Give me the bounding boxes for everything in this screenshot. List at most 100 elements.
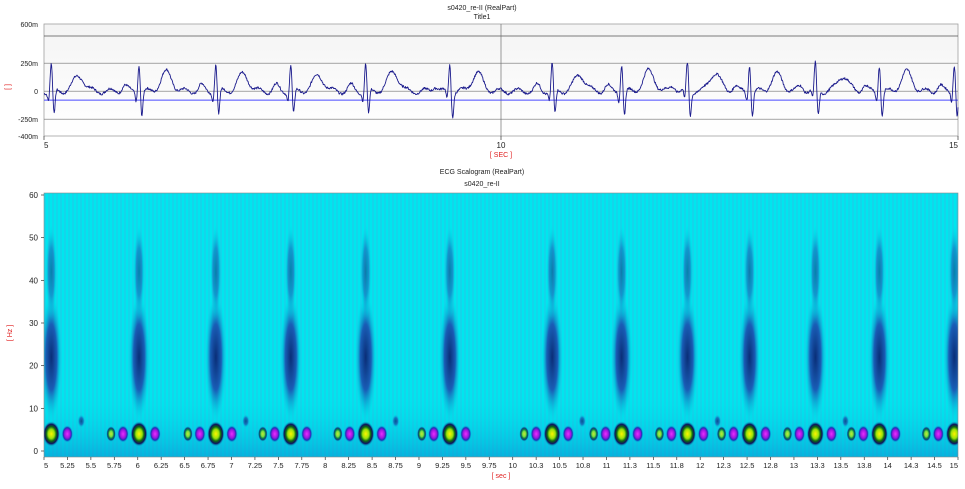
scalogram-hot-spot: [193, 424, 206, 443]
bottom-y-tick-label: 60: [29, 191, 38, 200]
top-x-axis: 5 10 15: [43, 136, 959, 150]
bottom-x-tick-label: 5.25: [60, 461, 75, 470]
bottom-x-tick-label: 15: [950, 461, 958, 470]
scalogram-heatmap: [18, 193, 958, 457]
top-x-tick-label: 5: [44, 141, 49, 150]
scalogram-hot-spot: [945, 420, 958, 447]
scalogram-hot-spot: [416, 425, 427, 442]
bottom-x-tick-label: 10: [509, 461, 517, 470]
scalogram-hot-spot: [599, 424, 612, 443]
scalogram-column: [809, 223, 822, 320]
bottom-x-tick-label: 11.5: [646, 461, 660, 470]
bottom-x-tick-label: 12.3: [716, 461, 731, 470]
scalogram-hot-spot: [149, 424, 162, 443]
scalogram-column: [209, 223, 222, 320]
bottom-x-tick-label: 5.5: [86, 461, 96, 470]
scalogram-hot-spot: [300, 424, 313, 443]
scalogram-column: [204, 291, 227, 424]
scalogram-hot-spot: [356, 420, 375, 447]
scalogram-column: [284, 223, 297, 320]
bottom-x-tick-label: 6.25: [154, 461, 169, 470]
bottom-x-tick-label: 12: [696, 461, 704, 470]
scalogram-hot-spot: [130, 420, 149, 447]
scalogram-hot-spot: [889, 424, 902, 443]
top-y-axis: 600m 250m 0 -250m -400m: [18, 22, 38, 141]
scalogram-hot-spot: [241, 414, 250, 429]
scalogram-column: [873, 223, 886, 320]
bottom-x-tick-label: 6.75: [201, 461, 216, 470]
scalogram-hot-spot: [825, 424, 838, 443]
scalogram-hot-spot: [117, 424, 130, 443]
scalogram-column: [438, 291, 461, 424]
bottom-y-tick-label: 50: [29, 234, 38, 243]
scalogram-column: [804, 291, 827, 424]
bottom-x-tick-label: 12.5: [740, 461, 755, 470]
scalogram-hot-spot: [716, 425, 727, 442]
bottom-x-tick-label: 6.5: [179, 461, 189, 470]
scalogram-hot-spot: [391, 414, 400, 429]
scalogram-hot-spot: [697, 424, 710, 443]
bottom-x-tick-label: 14.5: [927, 461, 942, 470]
top-x-unit-label: [ SEC ]: [490, 152, 512, 159]
bottom-x-tick-label: 5: [44, 461, 48, 470]
bottom-y-tick-label: 0: [34, 447, 39, 456]
scalogram-column: [743, 223, 756, 320]
bottom-y-tick-label: 40: [29, 276, 38, 285]
bottom-x-tick-label: 10.8: [576, 461, 591, 470]
scalogram-hot-spot: [841, 414, 850, 429]
scalogram-column: [128, 291, 151, 424]
bottom-x-tick-label: 13.8: [857, 461, 872, 470]
scalogram-column: [738, 291, 761, 424]
scalogram-hot-spot: [268, 424, 281, 443]
scalogram-hot-spot: [18, 426, 28, 442]
top-x-tick-label: 15: [949, 141, 958, 150]
top-chart-title: s0420_re-II (RealPart): [447, 5, 516, 12]
scalogram-hot-spot: [806, 420, 825, 447]
scalogram-column: [359, 223, 372, 320]
bottom-x-tick-label: 14.3: [904, 461, 919, 470]
scalogram-hot-spot: [375, 424, 388, 443]
bottom-x-tick-label: 10.5: [552, 461, 567, 470]
bottom-y-tick-label: 10: [29, 404, 38, 413]
scalogram-hot-spot: [530, 424, 543, 443]
scalogram-column: [610, 291, 633, 424]
bottom-x-tick-label: 7: [229, 461, 233, 470]
scalogram-hot-spot: [578, 414, 587, 429]
bottom-y-tick-label: 20: [29, 362, 38, 371]
scalogram-hot-spot: [921, 425, 932, 442]
scalogram-hot-spot: [77, 414, 86, 429]
scalogram-hot-spot: [727, 424, 740, 443]
scalogram-column: [943, 291, 958, 424]
ecg-signal-line: [43, 60, 959, 119]
bottom-x-tick-label: 9.5: [461, 461, 471, 470]
scalogram-hot-spot: [543, 420, 562, 447]
scalogram-column: [541, 291, 564, 424]
scalogram-column: [948, 223, 958, 320]
scalogram-hot-spot: [631, 424, 644, 443]
bottom-x-tick-label: 7.25: [248, 461, 263, 470]
scalogram-hot-spot: [654, 425, 665, 442]
scalogram-hot-spot: [857, 424, 870, 443]
scalogram-column: [45, 223, 58, 320]
bottom-x-tick-label: 11: [603, 461, 611, 470]
bottom-x-tick-label: 14: [884, 461, 892, 470]
bottom-chart-subtitle: s0420_re-II: [464, 181, 499, 188]
scalogram-hot-spot: [29, 425, 41, 443]
scalogram-hot-spot: [562, 424, 575, 443]
bottom-x-tick-label: 7.75: [294, 461, 309, 470]
scalogram-hot-spot: [678, 420, 697, 447]
scalogram-hot-spot: [740, 420, 759, 447]
bottom-x-tick-label: 8.75: [388, 461, 403, 470]
scalogram-hot-spot: [459, 424, 472, 443]
bottom-x-tick-label: 9.75: [482, 461, 497, 470]
bottom-x-tick-label: 11.3: [623, 461, 637, 470]
scalogram-hot-spot: [206, 420, 225, 447]
scalogram-hot-spot: [427, 424, 440, 443]
top-chart-subtitle: Title1: [474, 14, 491, 21]
scalogram-column: [443, 223, 456, 320]
scalogram-column: [676, 291, 699, 424]
scalogram-hot-spot: [846, 425, 857, 442]
scalogram-hot-spot: [332, 425, 343, 442]
bottom-x-unit-label: [ sec ]: [492, 473, 511, 480]
